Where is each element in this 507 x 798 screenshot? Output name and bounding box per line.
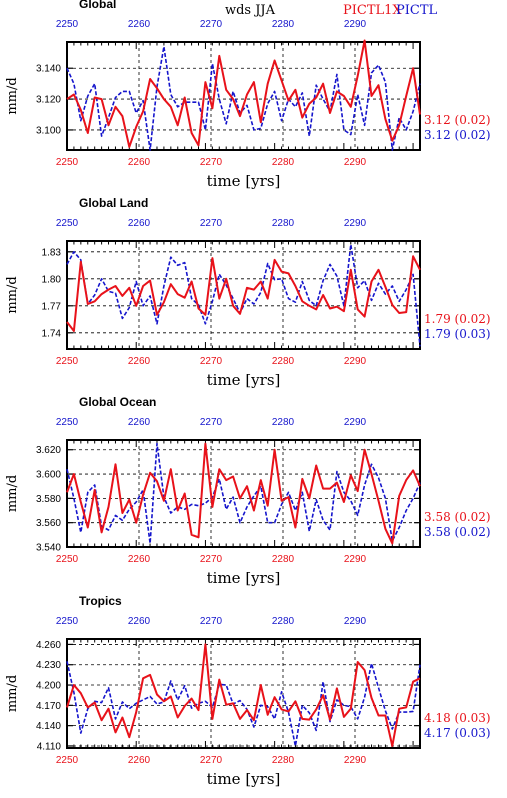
x-tick-label-bottom: 2290 <box>344 356 367 367</box>
chart-panel: Global 3.100 3.120 3.140 2250 2250 2260 2260 227… <box>5 0 491 190</box>
series-line-pictl1x <box>66 442 421 545</box>
legend-red-label: PICTL1X <box>343 3 402 18</box>
y-tick-label: 3.580 <box>36 494 61 505</box>
y-tick-label: 4.170 <box>36 701 61 712</box>
x-tick-label-top: 2270 <box>200 218 223 229</box>
series-line-pictl <box>66 243 421 347</box>
x-tick-label-bottom: 2250 <box>56 755 79 766</box>
summary-pictl1x: 3.12 (0.02) <box>424 113 491 127</box>
series-line-pictl <box>66 442 421 545</box>
series-line-pictl <box>66 661 421 747</box>
y-tick-label: 3.620 <box>36 445 61 456</box>
x-tick-label-top: 2260 <box>128 19 151 30</box>
x-tick-label-top: 2290 <box>344 616 367 627</box>
summary-pictl: 3.12 (0.02) <box>424 128 491 142</box>
y-tick-label: 1.80 <box>42 274 62 285</box>
x-tick-label-top: 2250 <box>56 218 79 229</box>
x-tick-label-top: 2260 <box>128 417 151 428</box>
summary-pictl: 3.58 (0.02) <box>424 525 491 539</box>
x-tick-label-bottom: 2270 <box>200 755 223 766</box>
summary-pictl: 1.79 (0.03) <box>424 327 491 341</box>
series-line-pictl1x <box>66 643 421 747</box>
x-tick-label-top: 2270 <box>200 417 223 428</box>
plot-frame <box>66 240 421 350</box>
summary-pictl1x: 4.18 (0.03) <box>424 711 491 725</box>
y-tick-label: 3.120 <box>36 95 61 106</box>
x-tick-label-bottom: 2260 <box>128 356 151 367</box>
y-tick-label: 4.230 <box>36 660 61 671</box>
x-tick-label-bottom: 2260 <box>128 157 151 168</box>
y-tick-label: 3.100 <box>36 125 61 136</box>
y-tick-label: 4.140 <box>36 721 61 732</box>
x-tick-label-top: 2280 <box>272 19 295 30</box>
plot-frame <box>66 638 421 749</box>
series-line-pictl1x <box>66 255 421 332</box>
panels-group: Global 3.100 3.120 3.140 2250 2250 2260 2260 227… <box>5 0 491 788</box>
summary-pictl1x: 3.58 (0.02) <box>424 510 491 524</box>
x-tick-label-top: 2290 <box>344 218 367 229</box>
summary-pictl1x: 1.79 (0.02) <box>424 312 491 326</box>
x-tick-label-bottom: 2280 <box>272 157 295 168</box>
panel-title: Global <box>79 0 116 11</box>
y-tick-label: 1.83 <box>42 247 62 258</box>
x-tick-label-bottom: 2270 <box>200 356 223 367</box>
y-tick-label: 4.260 <box>36 640 61 651</box>
x-tick-label-bottom: 2260 <box>128 755 151 766</box>
y-axis-label: mm/d <box>5 276 20 313</box>
y-tick-label: 3.140 <box>36 64 61 75</box>
x-tick-label-top: 2270 <box>200 19 223 30</box>
x-tick-label-top: 2290 <box>344 19 367 30</box>
y-tick-label: 3.540 <box>36 543 61 554</box>
y-tick-label: 4.110 <box>37 741 62 752</box>
panel-title: Global Land <box>79 196 148 210</box>
x-tick-label-top: 2280 <box>272 616 295 627</box>
legend-blue-label: PICTL <box>396 3 438 18</box>
x-tick-label-bottom: 2250 <box>56 356 79 367</box>
y-tick-label: 4.200 <box>36 681 61 692</box>
x-tick-label-top: 2250 <box>56 19 79 30</box>
x-axis-label: time [yrs] <box>207 172 281 190</box>
y-tick-label: 3.600 <box>36 470 61 481</box>
y-tick-label: 1.74 <box>42 328 62 339</box>
x-axis-label: time [yrs] <box>207 371 281 389</box>
y-axis-label: mm/d <box>5 475 20 512</box>
x-tick-label-bottom: 2270 <box>200 157 223 168</box>
x-tick-label-bottom: 2290 <box>344 755 367 766</box>
plot-frame <box>66 41 421 151</box>
x-axis-label: time [yrs] <box>207 569 281 587</box>
x-tick-label-bottom: 2270 <box>200 554 223 565</box>
x-tick-label-top: 2260 <box>128 218 151 229</box>
x-tick-label-top: 2250 <box>56 616 79 627</box>
x-tick-label-top: 2280 <box>272 218 295 229</box>
y-axis-label: mm/d <box>5 675 20 712</box>
panel-title: Tropics <box>79 594 122 608</box>
x-tick-label-bottom: 2290 <box>344 157 367 168</box>
chart-panel: Tropics 4.110 4.140 4.170 4.200 4.230 4.260 225… <box>5 594 491 788</box>
x-tick-label-top: 2290 <box>344 417 367 428</box>
x-tick-label-top: 2270 <box>200 616 223 627</box>
x-tick-label-top: 2250 <box>56 417 79 428</box>
y-tick-label: 1.77 <box>42 301 62 312</box>
x-tick-label-top: 2260 <box>128 616 151 627</box>
x-axis-label: time [yrs] <box>207 770 281 788</box>
x-tick-label-bottom: 2260 <box>128 554 151 565</box>
y-axis-label: mm/d <box>5 77 20 114</box>
chart-panel: Global Ocean 3.540 3.560 3.580 3.600 3.620 225… <box>5 395 491 587</box>
x-tick-label-bottom: 2250 <box>56 554 79 565</box>
x-tick-label-top: 2280 <box>272 417 295 428</box>
x-tick-label-bottom: 2250 <box>56 157 79 168</box>
x-tick-label-bottom: 2280 <box>272 755 295 766</box>
header-title: wds JJA <box>225 3 276 18</box>
x-tick-label-bottom: 2280 <box>272 356 295 367</box>
y-tick-label: 3.560 <box>36 518 61 529</box>
summary-pictl: 4.17 (0.03) <box>424 726 491 740</box>
x-tick-label-bottom: 2280 <box>272 554 295 565</box>
chart-panel: Global Land 1.74 1.77 1.80 1.83 2250 2250 2260 2… <box>5 196 491 389</box>
x-tick-label-bottom: 2290 <box>344 554 367 565</box>
series-line-pictl <box>66 45 421 151</box>
panel-title: Global Ocean <box>79 395 156 409</box>
series-line-pictl1x <box>66 39 421 148</box>
